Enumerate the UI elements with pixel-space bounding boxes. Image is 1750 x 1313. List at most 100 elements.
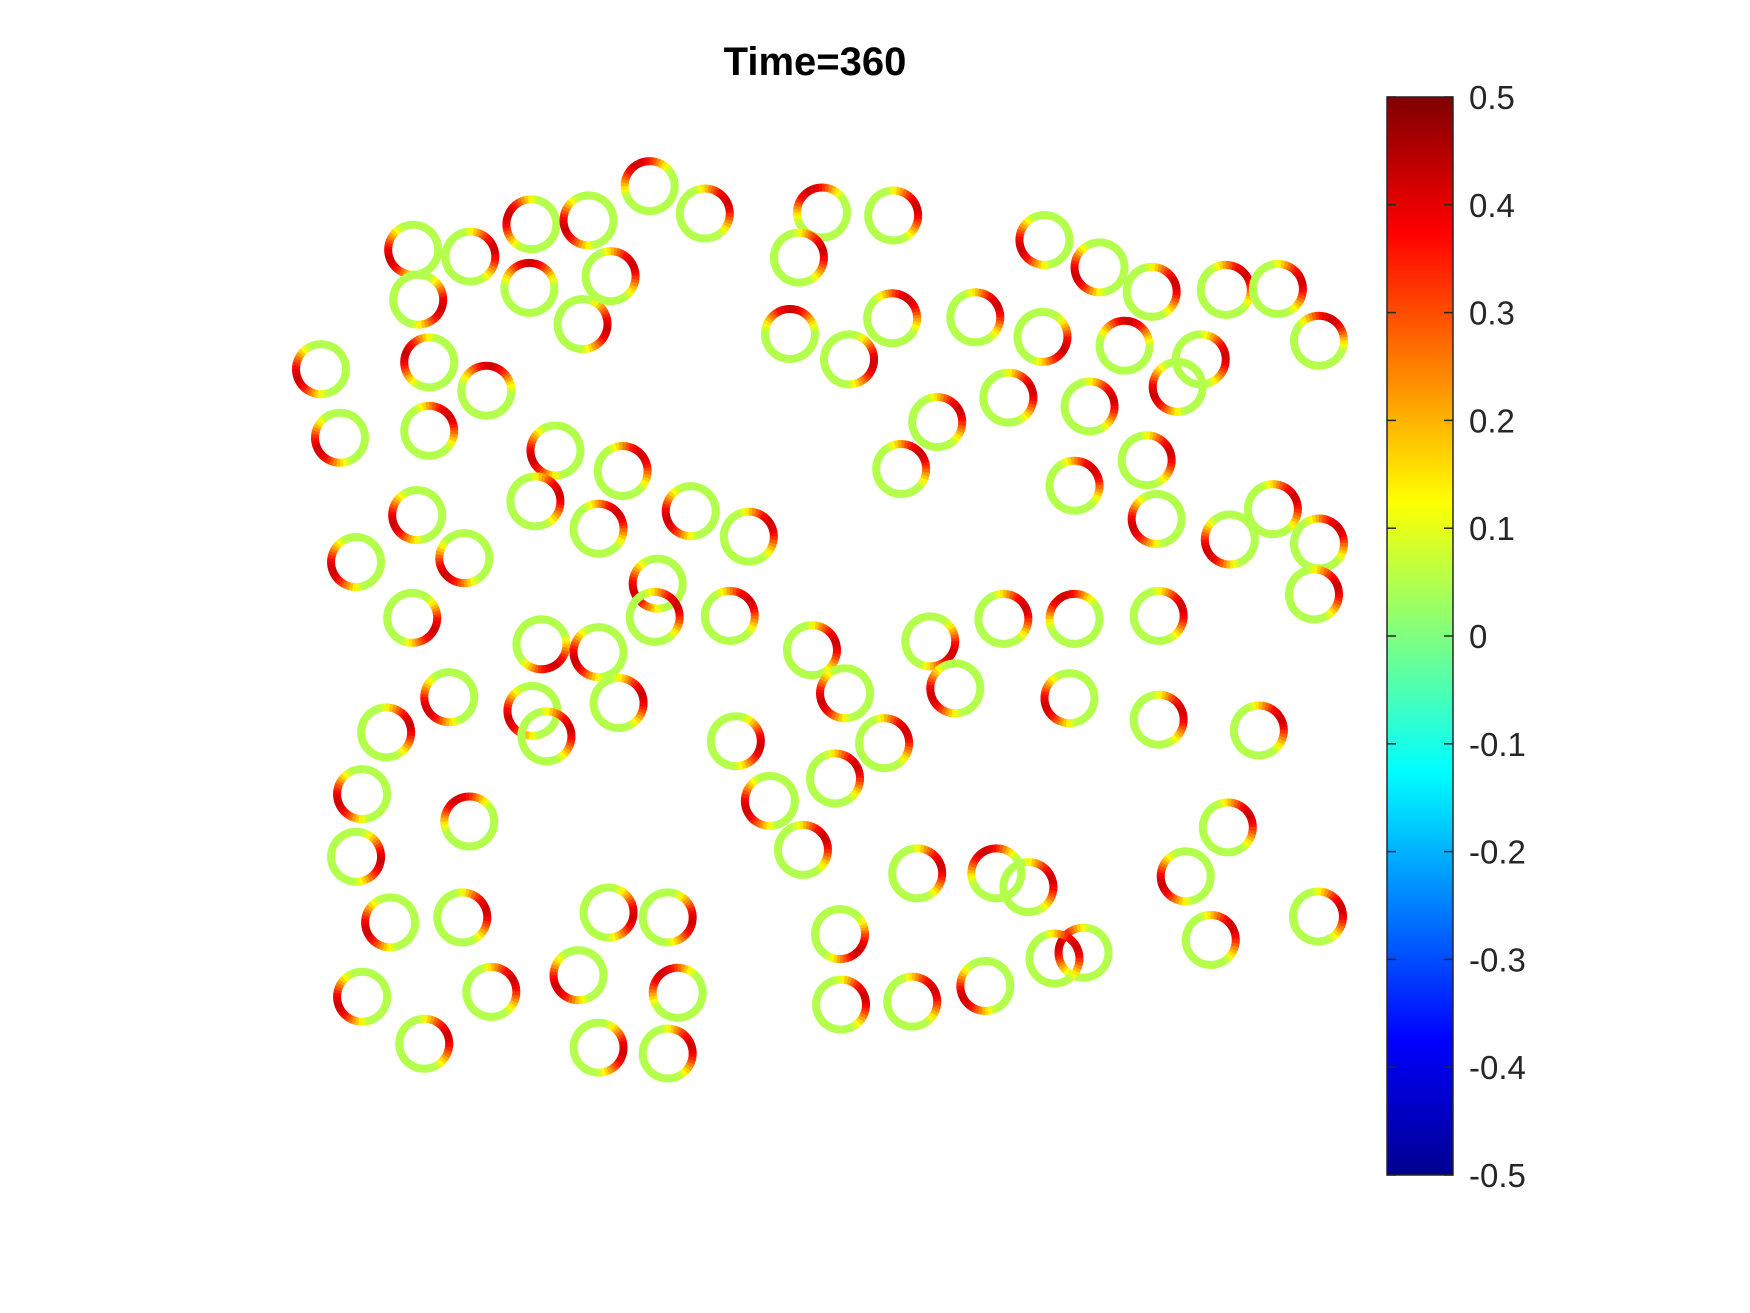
ring-segment xyxy=(483,271,492,280)
ring-segment xyxy=(1128,304,1138,313)
ring-segment xyxy=(433,909,443,916)
scatter-ring xyxy=(620,157,679,216)
ring-segment xyxy=(1216,799,1223,809)
ring-segment xyxy=(1087,239,1095,249)
ring-segment xyxy=(762,821,768,830)
ring-segment xyxy=(842,954,849,963)
ring-segment xyxy=(824,183,830,193)
ring-segment xyxy=(534,307,542,316)
ring-segment xyxy=(409,910,419,917)
ring-segment xyxy=(1234,511,1241,521)
ring-segment xyxy=(461,401,470,409)
ring-segment xyxy=(864,698,874,705)
ring-segment xyxy=(1140,263,1147,273)
ring-segment xyxy=(1133,531,1143,540)
ring-segment xyxy=(894,886,903,895)
ring-segment xyxy=(1132,318,1140,328)
ring-segment xyxy=(331,343,339,353)
ring-segment xyxy=(584,546,591,556)
ring-segment xyxy=(505,395,515,402)
ring-segment xyxy=(582,281,592,288)
ring-segment xyxy=(1081,242,1090,252)
ring-segment xyxy=(942,393,949,403)
ring-segment xyxy=(1057,670,1065,679)
ring-segment xyxy=(662,200,671,210)
ring-segment xyxy=(1172,348,1182,355)
ring-segment xyxy=(1001,845,1008,855)
ring-segment xyxy=(437,669,444,678)
ring-segment xyxy=(718,635,725,645)
ring-segment xyxy=(1000,417,1007,427)
ring-segment xyxy=(509,976,519,984)
ring-segment xyxy=(800,350,809,360)
ring-segment xyxy=(383,620,393,626)
ring-segment xyxy=(654,157,661,167)
ring-segment xyxy=(549,480,559,489)
ring-segment xyxy=(471,363,479,373)
ring-segment xyxy=(822,705,831,715)
ring-segment xyxy=(431,622,441,629)
ring-segment xyxy=(502,226,512,233)
ring-segment xyxy=(1102,957,1112,964)
ring-segment xyxy=(389,292,398,298)
ring-segment xyxy=(400,711,410,720)
ring-segment xyxy=(627,286,636,294)
ring-segment xyxy=(350,813,358,823)
ring-segment xyxy=(906,892,913,902)
ring-segment xyxy=(574,438,584,446)
ring-segment xyxy=(1105,388,1115,396)
ring-segment xyxy=(525,751,535,760)
ring-segment xyxy=(795,220,805,228)
ring-segment xyxy=(909,893,915,903)
ring-segment xyxy=(594,459,604,467)
ring-segment xyxy=(1160,587,1167,596)
scatter-ring xyxy=(435,529,494,588)
ring-segment xyxy=(777,860,787,868)
ring-segment xyxy=(1277,738,1286,745)
ring-segment xyxy=(1063,967,1072,977)
ring-segment xyxy=(1107,240,1115,250)
ring-segment xyxy=(1330,893,1339,902)
scatter-ring xyxy=(872,440,931,499)
ring-segment xyxy=(953,403,963,412)
ring-segment xyxy=(701,604,711,611)
ring-segment xyxy=(1098,965,1107,974)
ring-segment xyxy=(1087,705,1097,713)
ring-segment xyxy=(1282,260,1290,270)
ring-segment xyxy=(819,831,829,840)
ring-segment xyxy=(993,415,1001,425)
ring-segment xyxy=(971,670,981,678)
ring-segment xyxy=(943,660,950,670)
ring-segment xyxy=(819,703,829,712)
ring-segment xyxy=(1293,323,1303,331)
ring-segment xyxy=(1328,891,1336,900)
ring-segment xyxy=(715,229,723,239)
ring-segment xyxy=(398,709,407,718)
ring-segment xyxy=(666,168,675,176)
ring-segment xyxy=(587,296,594,305)
ring-segment xyxy=(830,334,839,344)
ring-segment xyxy=(857,707,866,717)
ring-segment xyxy=(594,300,604,310)
ring-segment xyxy=(597,336,606,345)
ring-segment xyxy=(1141,492,1149,502)
ring-segment xyxy=(1117,252,1127,260)
ring-segment xyxy=(415,220,421,230)
ring-segment xyxy=(935,858,944,866)
ring-segment xyxy=(853,981,862,990)
ring-segment xyxy=(787,276,794,286)
ring-segment xyxy=(902,750,912,758)
ring-segment xyxy=(1060,636,1067,646)
ring-segment xyxy=(600,623,607,632)
ring-segment xyxy=(859,1012,869,1020)
ring-segment xyxy=(564,299,573,308)
ring-segment xyxy=(596,884,604,894)
ring-segment xyxy=(306,387,314,397)
ring-segment xyxy=(508,509,518,517)
ring-segment xyxy=(615,491,621,500)
ring-segment xyxy=(931,852,941,861)
ring-segment xyxy=(625,255,634,264)
ring-segment xyxy=(408,339,417,348)
ring-segment xyxy=(762,319,772,327)
ring-segment xyxy=(327,849,336,855)
